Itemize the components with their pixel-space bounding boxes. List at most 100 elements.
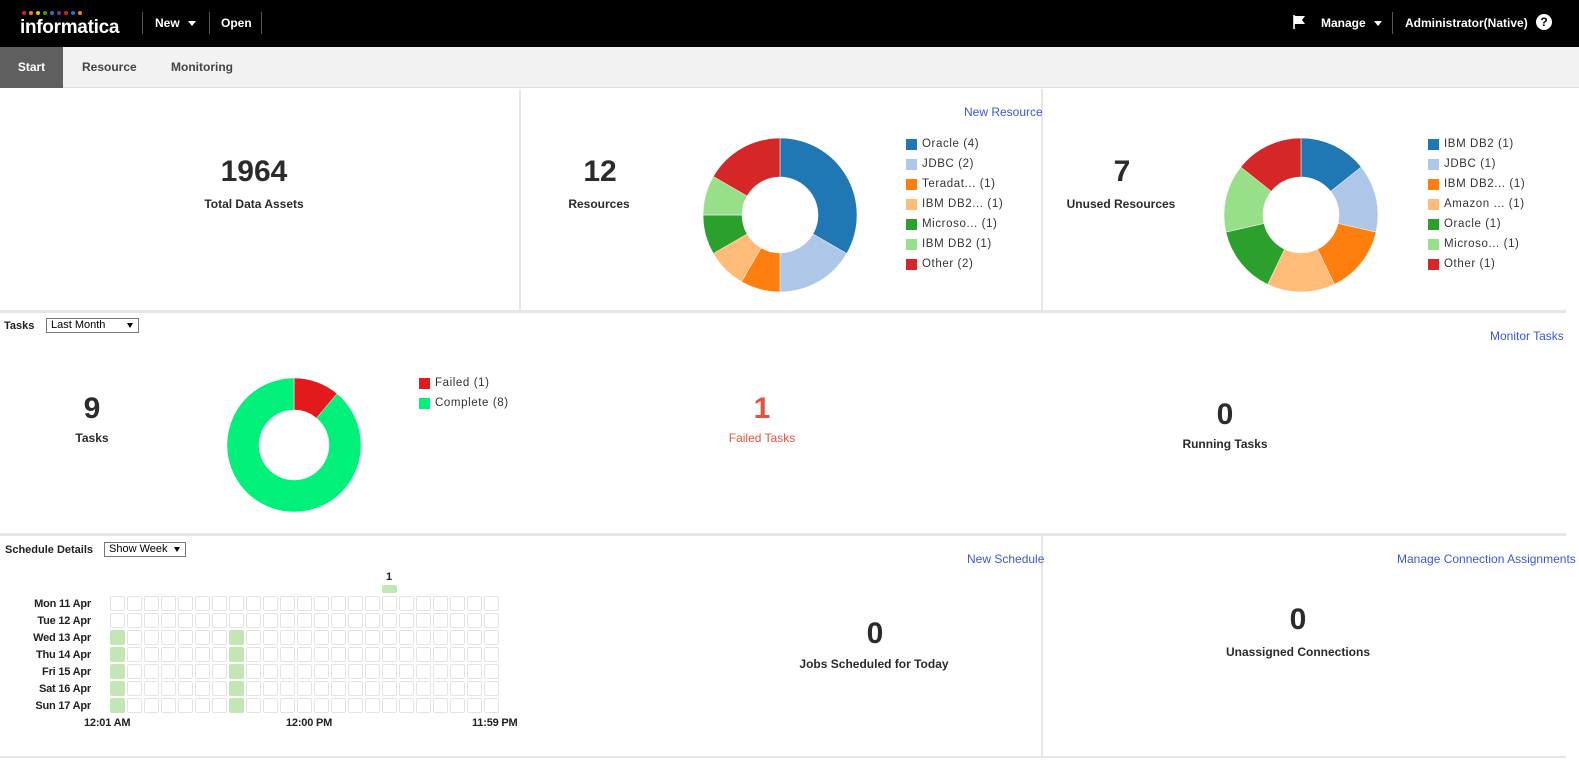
schedule-cell[interactable] bbox=[348, 630, 363, 645]
schedule-cell[interactable] bbox=[399, 613, 414, 628]
schedule-cell[interactable] bbox=[161, 596, 176, 611]
schedule-cell[interactable] bbox=[331, 596, 346, 611]
schedule-cell[interactable] bbox=[365, 630, 380, 645]
schedule-cell[interactable] bbox=[331, 630, 346, 645]
schedule-cell[interactable] bbox=[229, 596, 244, 611]
help-icon[interactable]: ? bbox=[1536, 14, 1552, 30]
legend-item[interactable]: JDBC (1) bbox=[1428, 154, 1525, 174]
schedule-cell[interactable] bbox=[195, 596, 210, 611]
schedule-cell[interactable] bbox=[161, 613, 176, 628]
schedule-cell[interactable] bbox=[178, 698, 193, 713]
schedule-cell[interactable] bbox=[382, 613, 397, 628]
new-resource-link[interactable]: New Resource bbox=[964, 105, 1043, 119]
schedule-cell[interactable] bbox=[382, 596, 397, 611]
schedule-cell[interactable] bbox=[246, 630, 261, 645]
schedule-cell[interactable] bbox=[297, 664, 312, 679]
schedule-cell[interactable] bbox=[416, 681, 431, 696]
schedule-cell[interactable] bbox=[212, 698, 227, 713]
schedule-cell[interactable] bbox=[144, 681, 159, 696]
schedule-cell[interactable] bbox=[212, 630, 227, 645]
schedule-cell[interactable] bbox=[280, 630, 295, 645]
schedule-cell[interactable] bbox=[195, 698, 210, 713]
legend-item[interactable]: Complete (8) bbox=[419, 393, 509, 413]
schedule-cell[interactable] bbox=[212, 664, 227, 679]
schedule-cell[interactable] bbox=[416, 647, 431, 662]
legend-item[interactable]: Other (2) bbox=[906, 254, 1003, 274]
new-schedule-link[interactable]: New Schedule bbox=[967, 552, 1045, 566]
schedule-cell[interactable] bbox=[365, 681, 380, 696]
schedule-cell[interactable] bbox=[110, 647, 125, 662]
schedule-cell[interactable] bbox=[365, 596, 380, 611]
schedule-cell[interactable] bbox=[297, 613, 312, 628]
failed-tasks-count[interactable]: 1 bbox=[753, 392, 771, 425]
schedule-cell[interactable] bbox=[246, 647, 261, 662]
schedule-cell[interactable] bbox=[127, 596, 142, 611]
schedule-cell[interactable] bbox=[246, 698, 261, 713]
schedule-cell[interactable] bbox=[314, 698, 329, 713]
schedule-cell[interactable] bbox=[365, 647, 380, 662]
schedule-cell[interactable] bbox=[484, 613, 499, 628]
schedule-cell[interactable] bbox=[433, 613, 448, 628]
schedule-cell[interactable] bbox=[212, 596, 227, 611]
donut-slice-complete[interactable] bbox=[226, 377, 362, 513]
schedule-cell[interactable] bbox=[280, 596, 295, 611]
schedule-cell[interactable] bbox=[178, 647, 193, 662]
schedule-cell[interactable] bbox=[280, 647, 295, 662]
failed-tasks-label[interactable]: Failed Tasks bbox=[728, 431, 796, 445]
schedule-cell[interactable] bbox=[450, 630, 465, 645]
schedule-cell[interactable] bbox=[161, 664, 176, 679]
schedule-cell[interactable] bbox=[450, 596, 465, 611]
schedule-cell[interactable] bbox=[331, 681, 346, 696]
schedule-cell[interactable] bbox=[399, 647, 414, 662]
schedule-cell[interactable] bbox=[399, 596, 414, 611]
schedule-cell[interactable] bbox=[467, 681, 482, 696]
schedule-cell[interactable] bbox=[331, 698, 346, 713]
legend-item[interactable]: Microso... (1) bbox=[1428, 234, 1525, 254]
schedule-cell[interactable] bbox=[365, 698, 380, 713]
donut-slice-oracle[interactable] bbox=[779, 137, 858, 254]
schedule-cell[interactable] bbox=[416, 630, 431, 645]
schedule-cell[interactable] bbox=[348, 613, 363, 628]
schedule-cell[interactable] bbox=[178, 630, 193, 645]
schedule-cell[interactable] bbox=[348, 647, 363, 662]
manage-menu[interactable]: Manage bbox=[1321, 16, 1382, 30]
schedule-cell[interactable] bbox=[212, 613, 227, 628]
schedule-cell[interactable] bbox=[110, 681, 125, 696]
schedule-cell[interactable] bbox=[144, 613, 159, 628]
schedule-cell[interactable] bbox=[467, 613, 482, 628]
schedule-cell[interactable] bbox=[348, 664, 363, 679]
schedule-cell[interactable] bbox=[280, 698, 295, 713]
schedule-cell[interactable] bbox=[331, 664, 346, 679]
schedule-cell[interactable] bbox=[416, 698, 431, 713]
schedule-cell[interactable] bbox=[467, 647, 482, 662]
legend-item[interactable]: IBM DB2... (1) bbox=[906, 194, 1003, 214]
legend-item[interactable]: IBM DB2... (1) bbox=[1428, 174, 1525, 194]
schedule-cell[interactable] bbox=[382, 681, 397, 696]
schedule-cell[interactable] bbox=[450, 664, 465, 679]
tab-monitoring[interactable]: Monitoring bbox=[171, 60, 233, 74]
monitor-tasks-link[interactable]: Monitor Tasks bbox=[1490, 329, 1564, 343]
schedule-cell[interactable] bbox=[212, 681, 227, 696]
schedule-cell[interactable] bbox=[144, 664, 159, 679]
schedule-cell[interactable] bbox=[484, 647, 499, 662]
schedule-cell[interactable] bbox=[297, 681, 312, 696]
schedule-cell[interactable] bbox=[178, 664, 193, 679]
schedule-cell[interactable] bbox=[484, 681, 499, 696]
schedule-cell[interactable] bbox=[416, 596, 431, 611]
schedule-cell[interactable] bbox=[433, 681, 448, 696]
schedule-cell[interactable] bbox=[195, 630, 210, 645]
flag-icon[interactable] bbox=[1291, 13, 1309, 31]
schedule-cell[interactable] bbox=[314, 664, 329, 679]
schedule-cell[interactable] bbox=[110, 664, 125, 679]
schedule-cell[interactable] bbox=[263, 596, 278, 611]
schedule-cell[interactable] bbox=[263, 630, 278, 645]
user-menu[interactable]: Administrator(Native) bbox=[1405, 16, 1544, 30]
schedule-cell[interactable] bbox=[484, 698, 499, 713]
schedule-cell[interactable] bbox=[229, 647, 244, 662]
schedule-cell[interactable] bbox=[314, 647, 329, 662]
legend-item[interactable]: IBM DB2 (1) bbox=[906, 234, 1003, 254]
tab-start[interactable]: Start bbox=[0, 47, 63, 88]
schedule-cell[interactable] bbox=[382, 630, 397, 645]
schedule-cell[interactable] bbox=[229, 630, 244, 645]
schedule-cell[interactable] bbox=[314, 630, 329, 645]
